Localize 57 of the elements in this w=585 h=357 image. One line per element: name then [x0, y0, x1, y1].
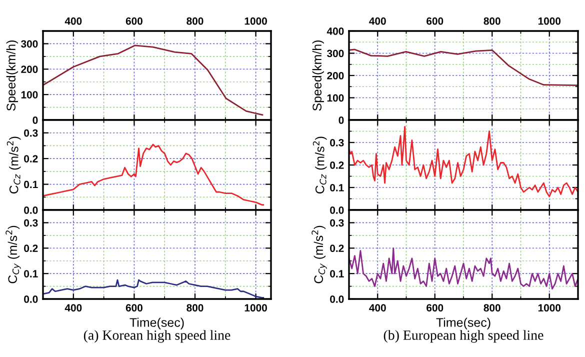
- y-tick-label: 200: [327, 72, 344, 80]
- x-tick-label: 600: [426, 304, 444, 312]
- line-series: [349, 126, 578, 198]
- x-tick-label: 400: [64, 304, 82, 312]
- y-tick-label: 300: [327, 50, 344, 58]
- y-tick-label: 0.1: [24, 270, 38, 278]
- y-axis-title: C$_{Cz}$ (m/s$^{2}$): [6, 136, 21, 194]
- y-tick-label: 0.3: [24, 219, 38, 227]
- x-tick-label: 400: [369, 304, 386, 312]
- y-tick-label: 0.1: [330, 270, 344, 278]
- x-tick-label: 600: [126, 304, 142, 312]
- y-tick-label: 0.1: [330, 184, 344, 192]
- x-tick-label: 800: [484, 304, 500, 312]
- y-axis-title: Speed(km/h): [312, 40, 324, 111]
- y-tick-label: 0.2: [24, 244, 38, 252]
- x-tick-label: 1000: [538, 304, 561, 312]
- y-tick-label: 0.1: [24, 180, 38, 188]
- y-tick-label: 0: [32, 116, 38, 124]
- x-axis-title: Time(sec): [436, 318, 490, 330]
- y-axis-title: Speed(km/h): [6, 40, 18, 111]
- line-series: [43, 279, 264, 298]
- text: (a) Korean high speed line: [84, 330, 230, 343]
- y-tick-label: 0.2: [330, 162, 344, 169]
- y-tick-label: 100: [327, 94, 344, 102]
- line-series: [43, 144, 264, 206]
- y-tick-label: 200: [21, 66, 38, 74]
- y-tick-label: 400: [326, 28, 344, 35]
- x-tick-label: 800: [186, 304, 204, 312]
- y-axis-title: C$_{Cz}$ (m/s$^{2}$): [312, 136, 327, 194]
- line-series: [349, 48, 578, 86]
- y-tick-label: 0.0: [330, 206, 344, 214]
- y-tick-label: 0.2: [330, 244, 344, 252]
- y-tick-label: 0: [338, 116, 344, 124]
- y-tick-label: 100: [21, 91, 38, 98]
- y-tick-label: 0.3: [330, 139, 344, 146]
- x2-tick-label: 800: [484, 17, 500, 25]
- x-tick-label: 1000: [244, 304, 267, 312]
- x2-tick-label: 600: [426, 17, 444, 25]
- x2-tick-label: 1000: [538, 17, 561, 25]
- y-tick-label: 300: [21, 40, 38, 48]
- y-tick-label: 0.3: [24, 129, 38, 137]
- line-series: [349, 247, 578, 290]
- y-tick-label: 0.3: [330, 219, 344, 227]
- y-tick-label: 0.0: [24, 206, 38, 214]
- y-axis-title: C$_{Cy}$ (m/s$^{2}$): [312, 226, 327, 284]
- y-tick-label: 0.0: [330, 296, 344, 303]
- x2-tick-label: 800: [186, 17, 204, 25]
- y-axis-title: C$_{Cy}$ (m/s$^{2}$): [6, 226, 21, 284]
- line-series: [43, 44, 264, 116]
- x2-tick-label: 600: [126, 17, 142, 25]
- x2-tick-label: 1000: [244, 17, 267, 25]
- x2-tick-label: 400: [64, 17, 82, 25]
- x2-tick-label: 400: [369, 17, 386, 25]
- y-tick-label: 0.0: [24, 296, 38, 303]
- text: (b) European high speed line: [384, 330, 544, 343]
- x-axis-title: Time(sec): [130, 318, 184, 330]
- y-tick-label: 0.2: [24, 155, 38, 162]
